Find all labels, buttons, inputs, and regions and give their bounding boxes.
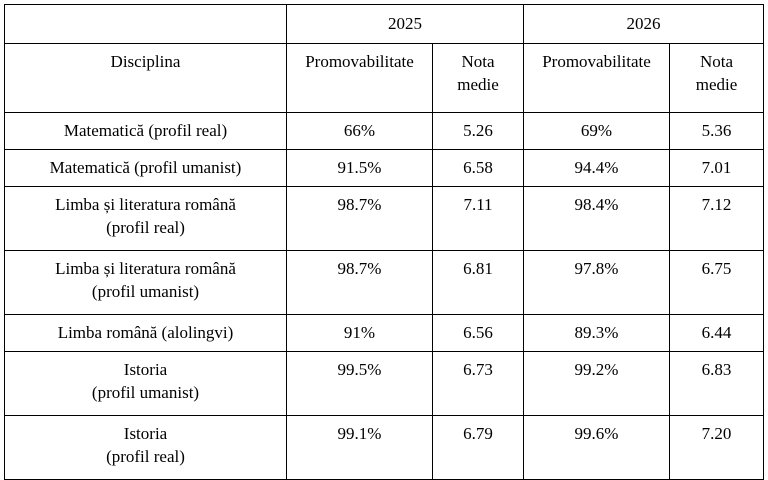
discipline-cell: Limba și literatura română (profil umani… bbox=[4, 250, 287, 315]
avg-grade-2026-cell: 5.36 bbox=[669, 112, 764, 150]
year-2026-header: 2026 bbox=[523, 4, 764, 44]
avg-grade-2025-cell: 6.56 bbox=[432, 314, 524, 352]
pass-rate-2025-cell: 91.5% bbox=[286, 149, 433, 187]
pass-rate-2026-cell: 98.4% bbox=[523, 186, 670, 251]
avg-grade-2026-cell: 7.12 bbox=[669, 186, 764, 251]
avg-grade-2025-cell: 6.73 bbox=[432, 351, 524, 416]
pass-rate-2025-cell: 91% bbox=[286, 314, 433, 352]
pass-rate-2026-cell: 99.2% bbox=[523, 351, 670, 416]
pass-rate-2026-cell: 89.3% bbox=[523, 314, 670, 352]
avg-grade-2025-cell: 6.58 bbox=[432, 149, 524, 187]
discipline-header: Disciplina bbox=[4, 43, 287, 113]
avg-grade-2026-cell: 6.75 bbox=[669, 250, 764, 315]
pass-rate-2026-cell: 99.6% bbox=[523, 415, 670, 480]
pass-rate-2025-cell: 99.1% bbox=[286, 415, 433, 480]
avg-grade-2025-cell: 5.26 bbox=[432, 112, 524, 150]
table-row: Limba română (alolingvi) 91% 6.56 89.3% … bbox=[4, 314, 764, 352]
discipline-cell: Matematică (profil real) bbox=[4, 112, 287, 150]
discipline-cell: Limba română (alolingvi) bbox=[4, 314, 287, 352]
table-row: Matematică (profil real) 66% 5.26 69% 5.… bbox=[4, 112, 764, 150]
avg-grade-2026-cell: 6.83 bbox=[669, 351, 764, 416]
table-row: Matematică (profil umanist) 91.5% 6.58 9… bbox=[4, 149, 764, 187]
table-row: Istoria (profil real) 99.1% 6.79 99.6% 7… bbox=[4, 415, 764, 480]
pass-rate-2025-header: Promovabilitate bbox=[286, 43, 433, 113]
discipline-cell: Istoria (profil umanist) bbox=[4, 351, 287, 416]
discipline-cell: Matematică (profil umanist) bbox=[4, 149, 287, 187]
pass-rate-2026-cell: 97.8% bbox=[523, 250, 670, 315]
pass-rate-2025-cell: 99.5% bbox=[286, 351, 433, 416]
pass-rate-2026-cell: 94.4% bbox=[523, 149, 670, 187]
avg-grade-2025-cell: 6.79 bbox=[432, 415, 524, 480]
pass-rate-2026-cell: 69% bbox=[523, 112, 670, 150]
pass-rate-2026-header: Promovabilitate bbox=[523, 43, 670, 113]
avg-grade-2025-cell: 6.81 bbox=[432, 250, 524, 315]
table-row: Limba și literatura română (profil real)… bbox=[4, 186, 764, 251]
avg-grade-2026-cell: 7.20 bbox=[669, 415, 764, 480]
year-header-row: 2025 2026 bbox=[4, 4, 764, 44]
avg-grade-2026-cell: 6.44 bbox=[669, 314, 764, 352]
pass-rate-2025-cell: 66% bbox=[286, 112, 433, 150]
table-row: Limba și literatura română (profil umani… bbox=[4, 250, 764, 315]
discipline-cell: Limba și literatura română (profil real) bbox=[4, 186, 287, 251]
corner-cell bbox=[4, 4, 287, 44]
avg-grade-2025-cell: 7.11 bbox=[432, 186, 524, 251]
year-2025-header: 2025 bbox=[286, 4, 524, 44]
table-row: Istoria (profil umanist) 99.5% 6.73 99.2… bbox=[4, 351, 764, 416]
column-header-row: Disciplina Promovabilitate Nota medie Pr… bbox=[4, 43, 764, 113]
pass-rate-2025-cell: 98.7% bbox=[286, 250, 433, 315]
pass-rate-2025-cell: 98.7% bbox=[286, 186, 433, 251]
avg-grade-2026-cell: 7.01 bbox=[669, 149, 764, 187]
discipline-cell: Istoria (profil real) bbox=[4, 415, 287, 480]
results-table: 2025 2026 Disciplina Promovabilitate Not… bbox=[4, 4, 764, 480]
avg-grade-2026-header: Nota medie bbox=[669, 43, 764, 113]
avg-grade-2025-header: Nota medie bbox=[432, 43, 524, 113]
